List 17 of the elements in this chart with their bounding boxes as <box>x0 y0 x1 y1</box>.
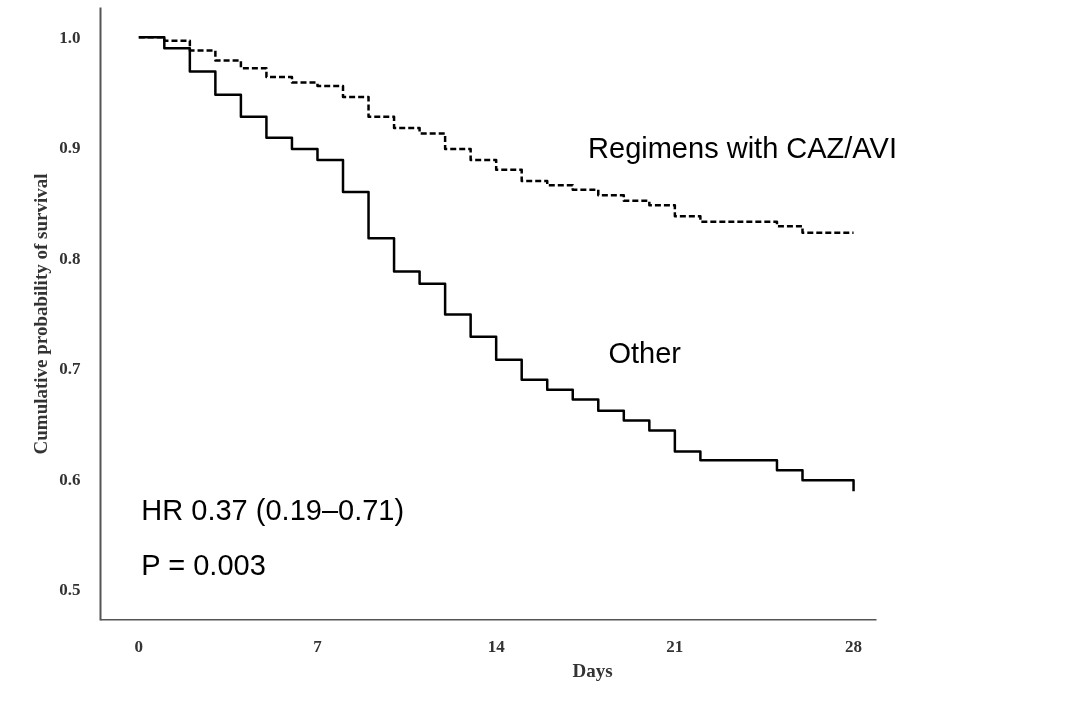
x-axis-title: Days <box>572 659 613 681</box>
series-label: Other <box>608 336 682 369</box>
y-tick-label: 0.8 <box>59 248 81 268</box>
x-tick-label: 0 <box>134 636 144 656</box>
y-tick-label: 0.5 <box>59 580 81 600</box>
x-tick-label: 28 <box>845 636 863 656</box>
y-tick-label: 0.9 <box>59 138 81 158</box>
x-tick-label: 7 <box>313 636 323 656</box>
y-axis-title: Cumulative probability of survival <box>30 173 52 455</box>
y-tick-label: 1.0 <box>59 27 81 47</box>
x-tick-label: 14 <box>487 636 506 656</box>
annotation: P = 0.003 <box>141 549 266 582</box>
annotation: HR 0.37 (0.19–0.71) <box>141 494 405 527</box>
y-tick-label: 0.6 <box>59 469 81 489</box>
x-tick-label: 21 <box>666 636 684 656</box>
y-tick-label: 0.7 <box>59 359 81 379</box>
series-label: Regimens with CAZ/AVI <box>588 132 897 165</box>
